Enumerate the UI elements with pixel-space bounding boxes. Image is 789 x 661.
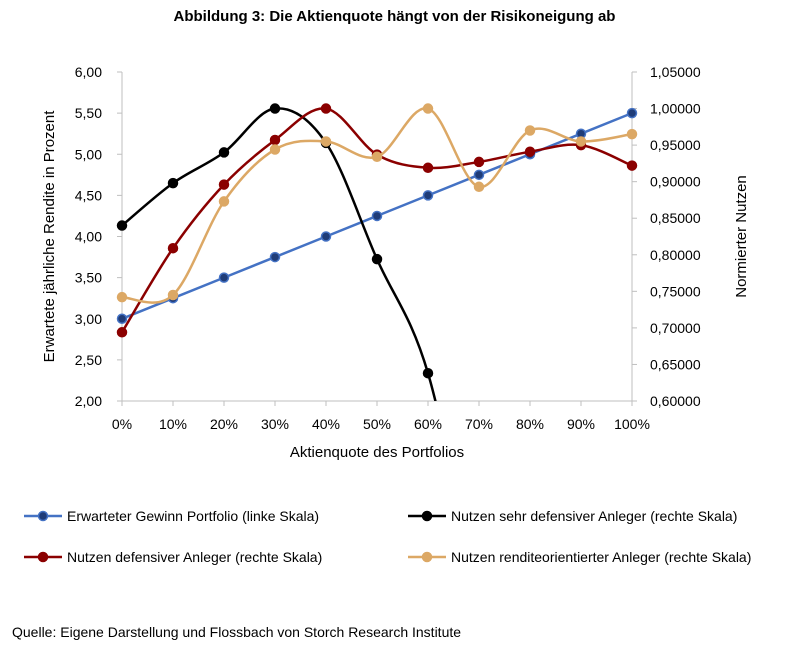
legend-item-renditeorientiert: Nutzen renditeorientierter Anleger (rech… bbox=[408, 547, 751, 567]
y-tick-label-left: 6,00 bbox=[75, 64, 102, 80]
x-tick-label: 100% bbox=[614, 416, 650, 432]
x-tick-label: 30% bbox=[261, 416, 289, 432]
x-tick-label: 40% bbox=[312, 416, 340, 432]
y-tick-label-right: 0,60000 bbox=[650, 393, 701, 409]
y-tick-label-left: 4,00 bbox=[75, 229, 102, 245]
data-point bbox=[218, 196, 230, 207]
legend-label: Erwarteter Gewinn Portfolio (linke Skala… bbox=[67, 508, 320, 524]
legend-swatch-tan bbox=[408, 551, 446, 563]
y-tick-label-right: 0,70000 bbox=[650, 320, 701, 336]
source-note: Quelle: Eigene Darstellung und Flossbach… bbox=[12, 624, 462, 640]
chart-title: Abbildung 3: Die Aktienquote hängt von d… bbox=[173, 8, 616, 25]
y-tick-label-left: 4,50 bbox=[75, 187, 102, 203]
legend-label: Nutzen renditeorientierter Anleger (rech… bbox=[451, 549, 752, 565]
data-point bbox=[371, 253, 383, 265]
y-tick-label-right: 0,65000 bbox=[650, 356, 701, 372]
data-point bbox=[422, 367, 434, 379]
data-point bbox=[218, 179, 230, 190]
y-tick-label-right: 0,85000 bbox=[650, 210, 701, 226]
data-point bbox=[218, 272, 230, 283]
y-tick-label-left: 2,00 bbox=[75, 393, 102, 409]
y-tick-label-right: 0,75000 bbox=[650, 283, 701, 299]
data-point bbox=[575, 136, 587, 147]
x-tick-label: 10% bbox=[159, 416, 187, 432]
data-point bbox=[167, 242, 179, 254]
data-point bbox=[320, 231, 332, 242]
x-tick-label: 20% bbox=[210, 416, 238, 432]
data-point bbox=[167, 289, 179, 301]
legend-swatch-blue bbox=[24, 510, 62, 522]
data-point bbox=[422, 190, 434, 201]
data-point bbox=[116, 291, 128, 303]
x-axis-title: Aktienquote des Portfolios bbox=[290, 444, 464, 461]
legend-swatch-darkred bbox=[24, 551, 62, 563]
data-point bbox=[116, 327, 128, 338]
series-line bbox=[121, 107, 633, 304]
data-point bbox=[269, 144, 281, 155]
legend-swatch-black bbox=[408, 510, 446, 522]
series-line bbox=[120, 107, 633, 333]
x-tick-label: 50% bbox=[363, 416, 391, 432]
data-point bbox=[422, 162, 434, 174]
data-point bbox=[167, 177, 179, 189]
data-point bbox=[422, 103, 434, 114]
y-tick-label-right: 0,90000 bbox=[650, 174, 701, 190]
legend-label: Nutzen defensiver Anleger (rechte Skala) bbox=[67, 549, 323, 565]
y-tick-label-left: 5,50 bbox=[75, 105, 102, 121]
data-point bbox=[626, 128, 638, 140]
y-tick-label-left: 3,50 bbox=[75, 270, 102, 286]
data-point bbox=[524, 146, 536, 157]
data-point bbox=[116, 313, 128, 324]
data-point bbox=[218, 147, 230, 158]
data-point bbox=[473, 181, 485, 193]
series-renditeorientiert bbox=[116, 103, 638, 304]
x-tick-label: 60% bbox=[414, 416, 442, 432]
y-tick-label-right: 0,95000 bbox=[650, 137, 701, 153]
x-tick-label: 0% bbox=[112, 416, 132, 432]
y-tick-label-left: 3,00 bbox=[75, 311, 102, 327]
x-tick-label: 80% bbox=[516, 416, 544, 432]
data-point bbox=[371, 151, 383, 163]
data-point bbox=[626, 160, 638, 171]
y-axis-title-left: Erwartete jährliche Rendite in Prozent bbox=[41, 110, 58, 363]
legend-label: Nutzen sehr defensiver Anleger (rechte S… bbox=[451, 508, 738, 524]
y-axis-title-right: Normierter Nutzen bbox=[733, 175, 750, 298]
y-tick-label-left: 5,00 bbox=[75, 146, 102, 162]
data-point bbox=[320, 136, 332, 147]
data-point bbox=[269, 103, 281, 114]
data-point bbox=[116, 220, 128, 231]
data-point bbox=[473, 169, 485, 181]
data-point bbox=[320, 103, 332, 114]
y-tick-label-left: 2,50 bbox=[75, 352, 102, 368]
legend-item-erwarteter-gewinn: Erwarteter Gewinn Portfolio (linke Skala… bbox=[24, 506, 319, 526]
data-point bbox=[371, 210, 383, 222]
x-tick-label: 90% bbox=[567, 416, 595, 432]
y-tick-label-right: 0,80000 bbox=[650, 247, 701, 263]
x-tick-label: 70% bbox=[465, 416, 493, 432]
line-chart: 2,00 2,50 3,00 3,50 4,00 4,50 5,00 5,50 6,00 0,60… bbox=[41, 64, 750, 461]
data-point bbox=[269, 134, 281, 146]
legend-item-defensiv: Nutzen defensiver Anleger (rechte Skala) bbox=[24, 547, 322, 567]
data-point bbox=[473, 156, 485, 168]
data-point bbox=[626, 107, 638, 119]
y-tick-label-right: 1,05000 bbox=[650, 64, 701, 80]
legend-item-sehr-defensiv: Nutzen sehr defensiver Anleger (rechte S… bbox=[408, 506, 737, 526]
data-point bbox=[524, 125, 536, 136]
data-point bbox=[269, 251, 281, 263]
y-tick-label-right: 1,00000 bbox=[650, 101, 701, 117]
